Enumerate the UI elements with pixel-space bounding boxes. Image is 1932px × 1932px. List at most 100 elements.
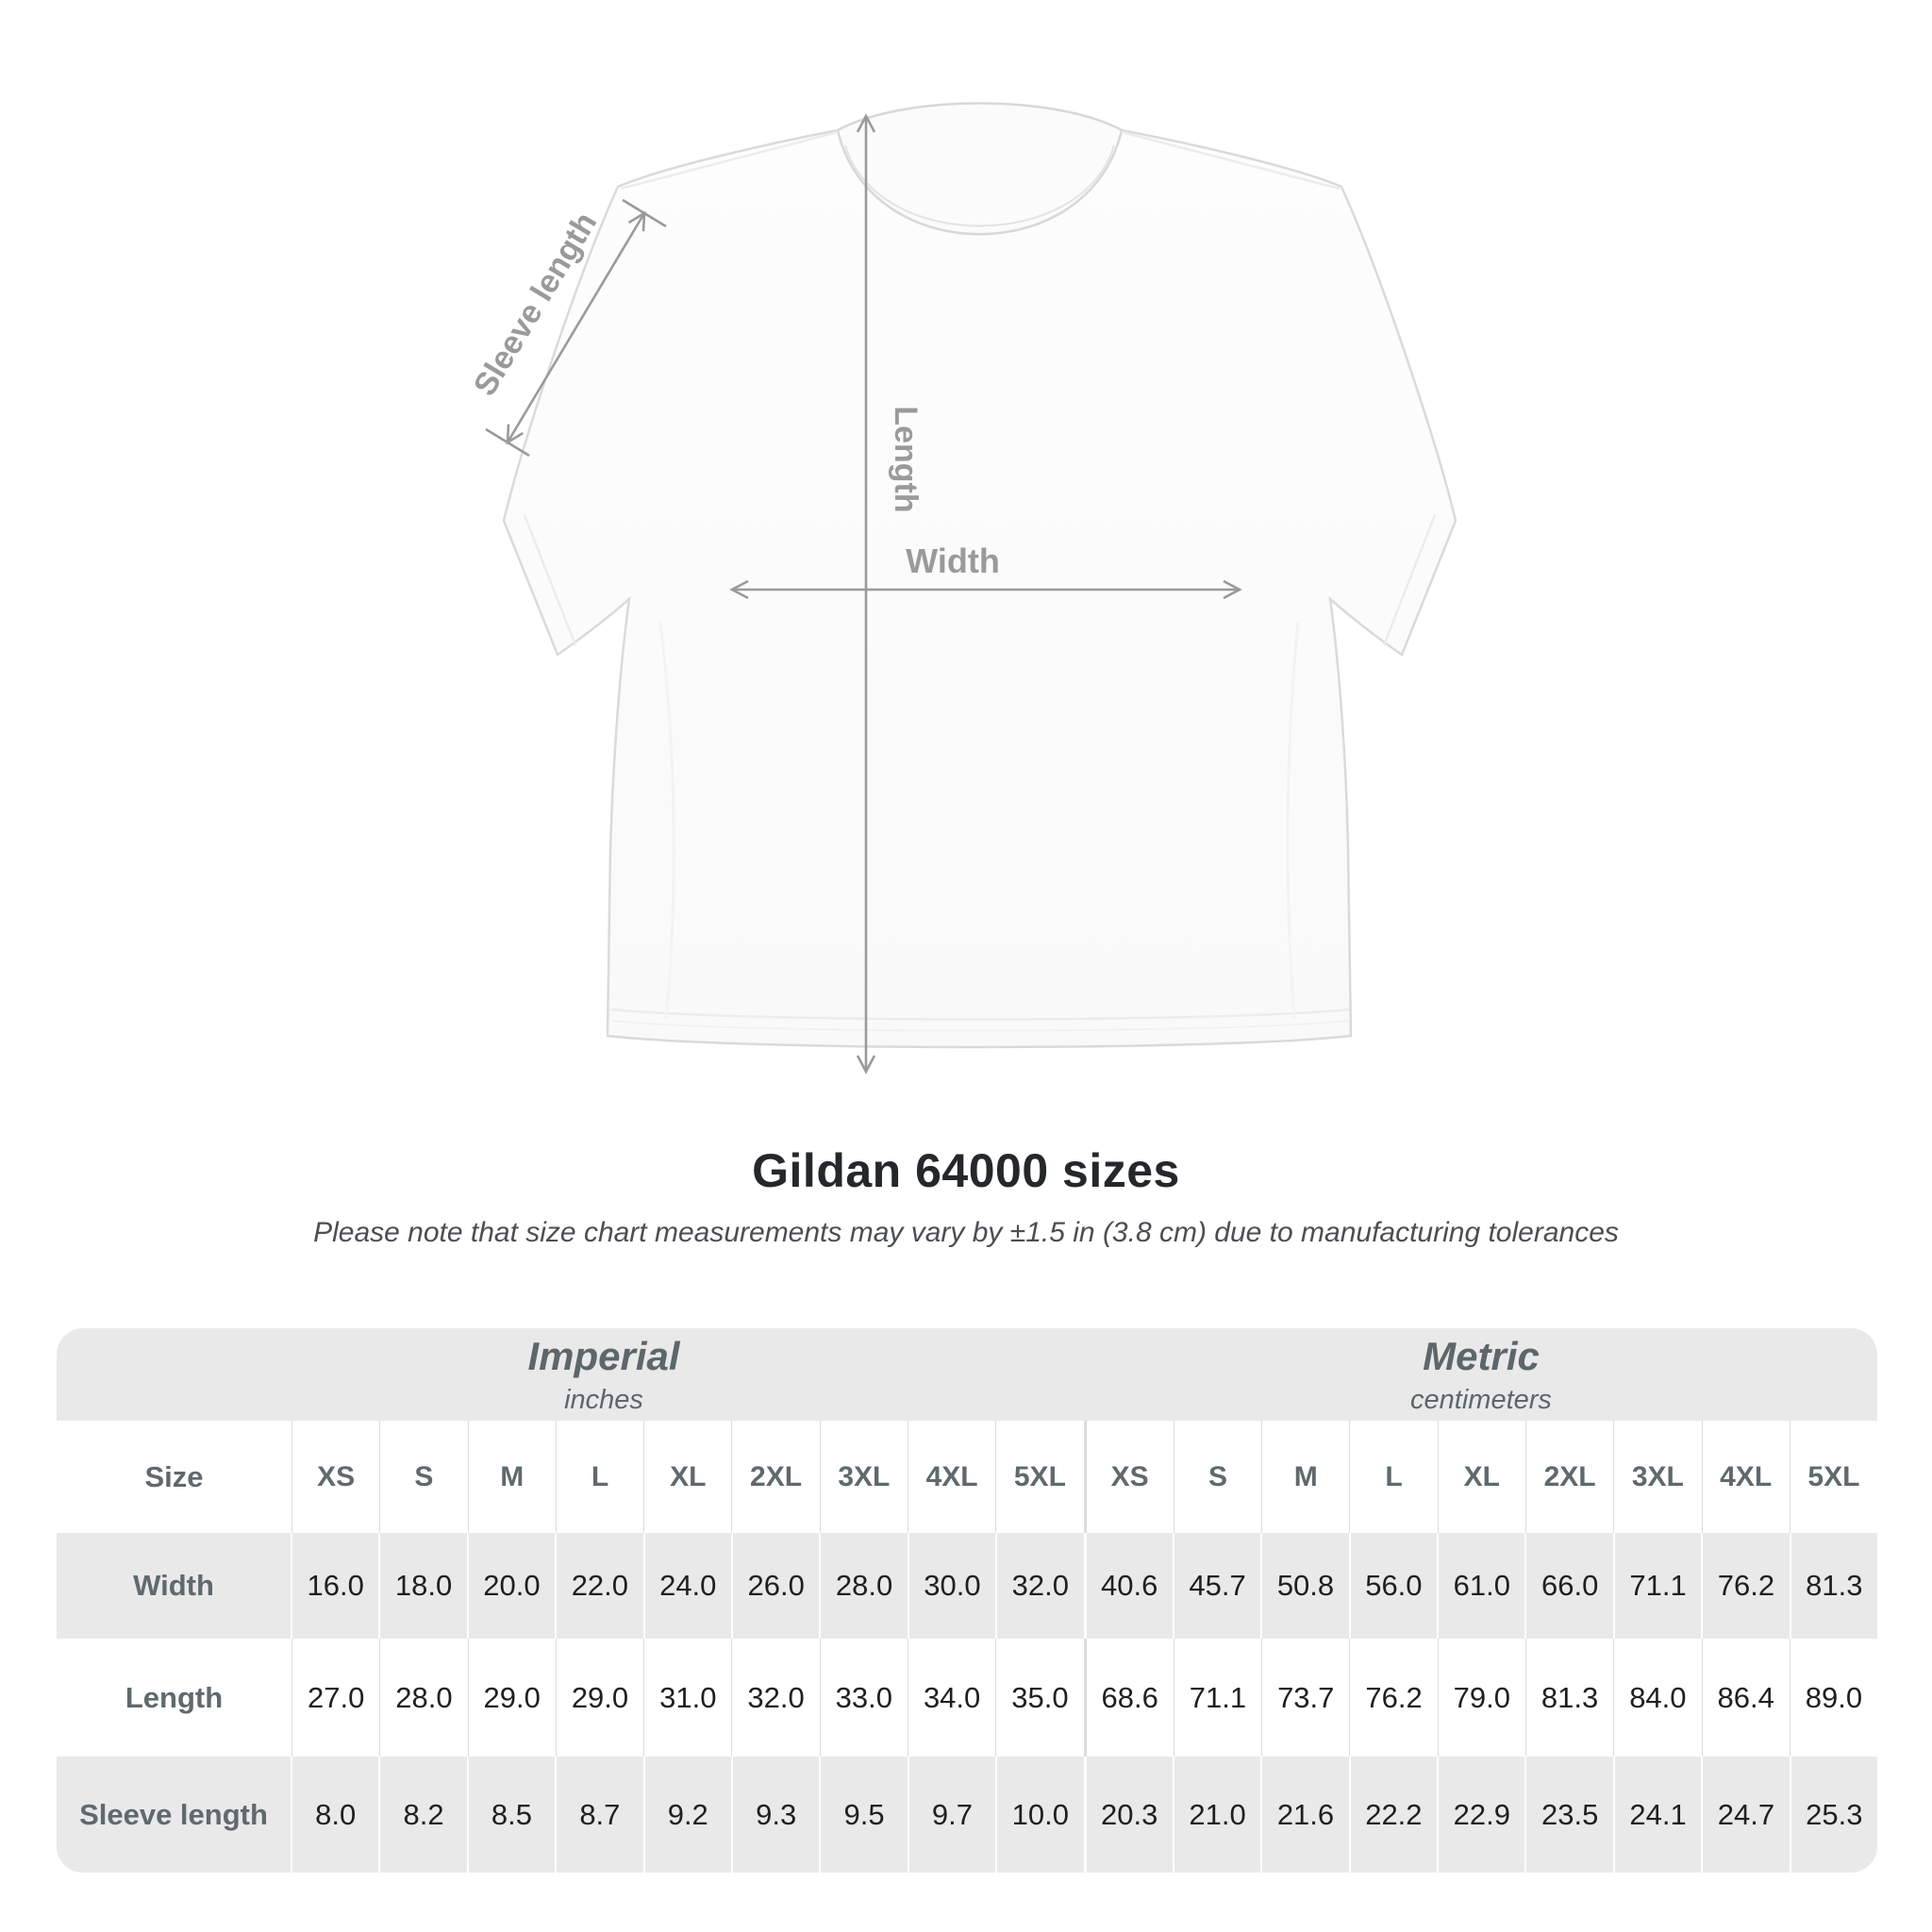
- size-column-header: L: [1350, 1421, 1439, 1533]
- value-cell: 24.1: [1615, 1757, 1704, 1873]
- size-column-header: 5XL: [1807, 1460, 1860, 1492]
- value-cell: 22.0: [557, 1533, 645, 1639]
- size-column-header: 2XL: [1526, 1421, 1615, 1533]
- value-cell: 73.7: [1262, 1639, 1351, 1757]
- title-block: Gildan 64000 sizes Please note that size…: [0, 1143, 1932, 1249]
- value-cell: 24.0: [645, 1533, 733, 1639]
- length-label: Length: [888, 406, 924, 512]
- value-cell: 79.0: [1439, 1639, 1526, 1757]
- value-cell: 23.5: [1526, 1757, 1615, 1873]
- value-cell: 31.0: [644, 1639, 733, 1757]
- size-column-header: 2XL: [732, 1421, 821, 1533]
- row-label: Sleeve length: [57, 1757, 292, 1873]
- value-cell: 29.0: [469, 1639, 557, 1757]
- value-cell: 20.3: [1087, 1757, 1174, 1873]
- value-cell: 30.0: [909, 1533, 998, 1639]
- unit-group-header: Imperial inches Metric centimeters: [57, 1328, 1877, 1421]
- size-column-header: L: [557, 1421, 645, 1533]
- value-cell: 18.0: [380, 1533, 469, 1639]
- tshirt-graphic: Width Length Sleeve length: [467, 102, 1457, 1074]
- value-cell: 8.7: [557, 1757, 645, 1873]
- metric-label: Metric: [1423, 1333, 1540, 1378]
- size-header-cell: Size: [57, 1421, 292, 1533]
- size-table: Imperial inches Metric centimeters Size X…: [57, 1328, 1877, 1873]
- row-label: Length: [57, 1639, 292, 1757]
- value-cell: 21.6: [1262, 1757, 1351, 1873]
- row-label: Width: [57, 1533, 292, 1639]
- table-row: Length 27.0 28.0 29.0 29.0 31.0 32.0 33.0 34.0 35…: [57, 1639, 1877, 1757]
- tshirt-diagram: Width Length Sleeve length: [467, 102, 1457, 1074]
- size-column-header: XS: [292, 1421, 381, 1533]
- imperial-unit-label: inches: [564, 1384, 643, 1415]
- table-row: Width 16.0 18.0 20.0 22.0 24.0 26.0 28.0 30.0 32.…: [57, 1533, 1877, 1639]
- value-cell: 8.0: [292, 1757, 381, 1873]
- value-cell: 28.0: [380, 1639, 469, 1757]
- size-grid: Size XS S M L XL 2XL 3XL 4XL 5XL XS S M L XL 2XL 3XL 4XL 5…: [57, 1421, 1877, 1873]
- value-cell: 84.0: [1614, 1639, 1703, 1757]
- measurement-annotations: [485, 113, 1242, 1074]
- collar: [836, 102, 1124, 236]
- value-cell: 76.2: [1350, 1639, 1439, 1757]
- imperial-label: Imperial: [527, 1333, 680, 1378]
- value-cell: 86.4: [1703, 1639, 1790, 1757]
- value-cell: 71.1: [1615, 1533, 1704, 1639]
- value-cell: 32.0: [997, 1533, 1087, 1639]
- value-cell: 89.0: [1805, 1680, 1863, 1714]
- sleeve-length-arrow: [506, 210, 646, 445]
- value-cell: 21.0: [1174, 1757, 1263, 1873]
- value-cell: 71.1: [1174, 1639, 1263, 1757]
- sleeve-arrow-tick-top: [622, 198, 667, 228]
- value-cell: 16.0: [292, 1533, 381, 1639]
- size-column-header: M: [469, 1421, 557, 1533]
- size-column-header: XL: [1439, 1421, 1526, 1533]
- width-label: Width: [906, 541, 1000, 580]
- value-cell: 24.7: [1703, 1757, 1791, 1873]
- value-cell: 81.3: [1806, 1569, 1863, 1602]
- value-cell: 68.6: [1087, 1639, 1174, 1757]
- value-cell: 34.0: [908, 1639, 997, 1757]
- value-cell: 61.0: [1439, 1533, 1527, 1639]
- value-cell: 50.8: [1262, 1533, 1351, 1639]
- value-cell: 25.3: [1806, 1797, 1863, 1831]
- value-cell: 66.0: [1526, 1533, 1615, 1639]
- table-row: Size XS S M L XL 2XL 3XL 4XL 5XL XS S M L XL 2XL 3XL 4XL 5…: [57, 1421, 1877, 1533]
- value-cell: 40.6: [1087, 1533, 1174, 1639]
- value-cell: 10.0: [997, 1757, 1087, 1873]
- value-cell: 56.0: [1351, 1533, 1440, 1639]
- value-cell: 9.2: [645, 1757, 733, 1873]
- value-cell: 20.0: [469, 1533, 558, 1639]
- value-cell: 32.0: [732, 1639, 821, 1757]
- size-column-header: XL: [644, 1421, 733, 1533]
- sleeve-arrow-tick-bottom: [485, 427, 530, 458]
- value-cell: 26.0: [733, 1533, 822, 1639]
- metric-unit-label: centimeters: [1410, 1384, 1552, 1415]
- value-cell: 8.5: [469, 1757, 558, 1873]
- imperial-group-header: Imperial inches: [57, 1328, 1085, 1421]
- size-column-header: 4XL: [908, 1421, 997, 1533]
- value-cell: 76.2: [1703, 1533, 1791, 1639]
- size-column-header: S: [380, 1421, 469, 1533]
- page-title: Gildan 64000 sizes: [752, 1144, 1180, 1197]
- value-cell: 9.7: [909, 1757, 998, 1873]
- value-cell: 8.2: [380, 1757, 469, 1873]
- value-cell: 22.2: [1351, 1757, 1440, 1873]
- size-column-header: 5XL: [996, 1421, 1087, 1533]
- value-cell: 27.0: [292, 1639, 381, 1757]
- value-cell: 81.3: [1526, 1639, 1615, 1757]
- table-row: Sleeve length 8.0 8.2 8.5 8.7 9.2 9.3 9.5 9.7 10.…: [57, 1757, 1877, 1873]
- value-cell: 22.9: [1439, 1757, 1527, 1873]
- value-cell: 29.0: [557, 1639, 645, 1757]
- metric-group-header: Metric centimeters: [1085, 1328, 1877, 1421]
- value-cell: 33.0: [821, 1639, 908, 1757]
- value-cell: 28.0: [821, 1533, 909, 1639]
- value-cell: 35.0: [996, 1639, 1087, 1757]
- value-cell: 9.5: [821, 1757, 909, 1873]
- size-column-header: M: [1262, 1421, 1351, 1533]
- value-cell: 9.3: [733, 1757, 822, 1873]
- size-column-header: 3XL: [1614, 1421, 1703, 1533]
- value-cell: 45.7: [1174, 1533, 1263, 1639]
- size-column-header: 4XL: [1703, 1421, 1790, 1533]
- size-column-header: S: [1174, 1421, 1263, 1533]
- size-column-header: XS: [1087, 1421, 1174, 1533]
